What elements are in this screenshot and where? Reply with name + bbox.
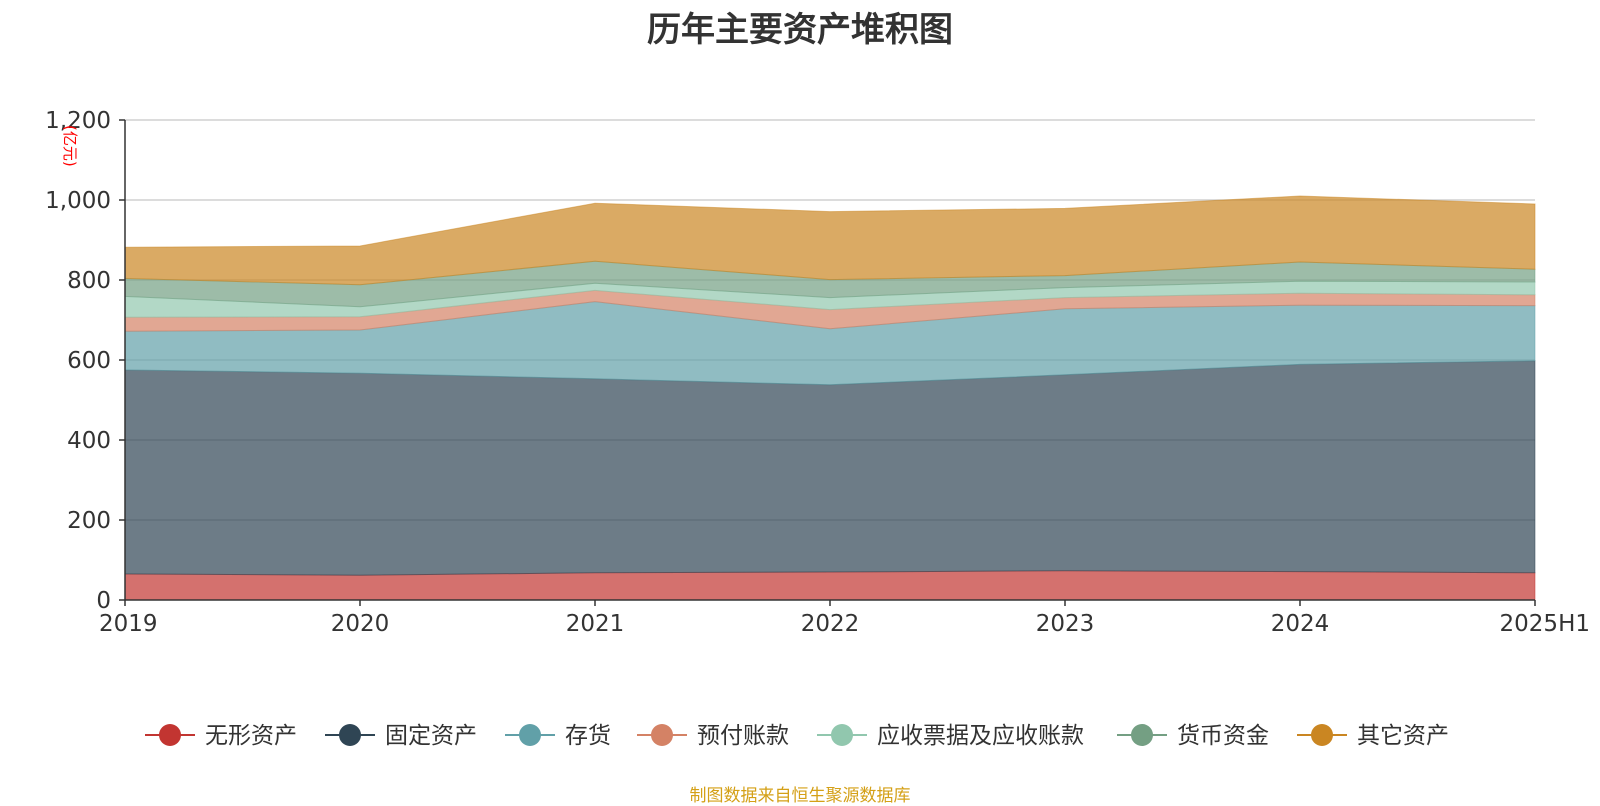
area-layer [124,195,1536,601]
y-tick-label: 200 [67,508,111,534]
x-tick-label: 2019 [99,611,158,637]
legend-item: 存货 [505,723,611,749]
y-tick-label: 400 [67,428,111,454]
y-tick-label: 600 [67,348,111,374]
x-tick-label: 2024 [1271,611,1330,637]
x-tick-label: 2022 [801,611,860,637]
legend-item: 固定资产 [325,723,477,749]
legend-marker [159,724,181,746]
legend-label: 其它资产 [1357,723,1449,749]
legend-item: 无形资产 [145,723,297,749]
source-note: 制图数据来自恒生聚源数据库 [689,786,911,806]
chart-title: 历年主要资产堆积图 [647,10,953,50]
x-tick-label: 2021 [566,611,625,637]
y-axis-unit-label: (亿元) [61,125,79,167]
legend-marker [831,724,853,746]
legend-item: 货币资金 [1117,723,1269,749]
x-tick-label: 2023 [1036,611,1095,637]
legend-label: 应收票据及应收账款 [877,723,1084,749]
legend-item: 其它资产 [1297,723,1449,749]
legend-marker [519,724,541,746]
legend-marker [651,724,673,746]
legend: 无形资产 固定资产 存货 预付账款 应收票据及应收账款 货币资金 其它资产 [145,723,1449,749]
legend-label: 预付账款 [697,723,789,749]
area-series [124,360,1536,576]
legend-item: 应收票据及应收账款 [817,723,1084,749]
legend-marker [339,724,361,746]
y-tick-label: 1,000 [45,188,111,214]
y-tick-label: 0 [96,588,111,614]
legend-label: 货币资金 [1177,723,1269,749]
x-tick-label: 2020 [331,611,390,637]
y-tick-label: 1,200 [45,108,111,134]
legend-item: 预付账款 [637,723,789,749]
legend-label: 存货 [565,723,611,749]
legend-label: 固定资产 [385,723,477,749]
x-tick-label: 2025H1 [1500,611,1590,637]
area-series [124,195,1536,286]
legend-label: 无形资产 [205,723,297,749]
legend-marker [1311,724,1333,746]
y-tick-label: 800 [67,268,111,294]
legend-marker [1131,724,1153,746]
axes: 0 200 400 600 800 1,000 1,200 2019 2020 2021 2022 2… [45,108,1590,637]
